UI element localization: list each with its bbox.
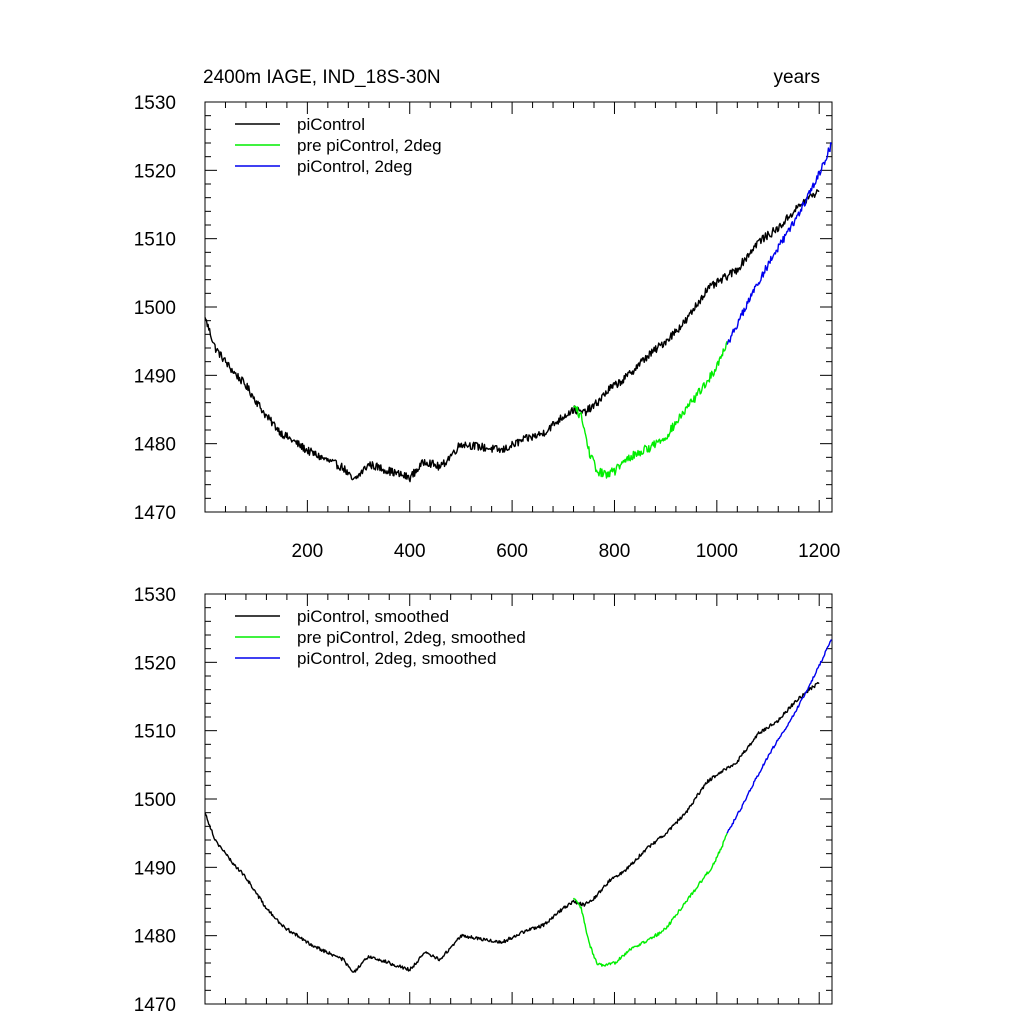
series-line-1 <box>204 681 820 973</box>
y-tick-label: 1490 <box>134 858 176 879</box>
y-tick-label: 1510 <box>134 230 176 251</box>
y-tick-label: 1480 <box>134 927 176 948</box>
x-tick-label: 1200 <box>798 541 840 562</box>
y-tick-label: 1500 <box>134 790 176 811</box>
series-line-3 <box>726 142 833 345</box>
y-tick-label: 1470 <box>134 503 176 524</box>
figure-title: 2400m IAGE, IND_18S-30N <box>203 67 441 88</box>
x-tick-label: 200 <box>292 541 324 562</box>
series-line-2 <box>572 832 728 967</box>
y-tick-label: 1530 <box>134 585 176 606</box>
legend-label-1: piControl <box>297 115 365 134</box>
x-tick-label: 600 <box>496 541 528 562</box>
y-tick-label: 1500 <box>134 298 176 319</box>
y-tick-label: 1530 <box>134 93 176 114</box>
top-panel: 200 400 600 800 1000 1200 1470 1480 1490 1500 1510… <box>134 93 841 562</box>
bottom-panel: 1470 1480 1490 1500 1510 1520 1530 piControl, s… <box>134 585 833 1016</box>
y-tick-label: 1480 <box>134 435 176 456</box>
y-tick-label: 1490 <box>134 366 176 387</box>
x-tick-label: 800 <box>599 541 631 562</box>
figure-units: years <box>774 67 820 88</box>
legend-label-3: piControl, 2deg <box>297 157 412 176</box>
x-tick-label: 1000 <box>696 541 738 562</box>
y-tick-label: 1470 <box>134 995 176 1016</box>
x-tick-label: 400 <box>394 541 426 562</box>
legend-label-2: pre piControl, 2deg <box>297 136 442 155</box>
legend-label-3: piControl, 2deg, smoothed <box>297 649 496 668</box>
series-line-2 <box>572 340 728 479</box>
y-tick-label: 1520 <box>134 161 176 182</box>
series-line-3 <box>726 639 833 834</box>
series-line-1 <box>204 189 820 483</box>
legend-label-1: piControl, smoothed <box>297 607 449 626</box>
y-tick-label: 1520 <box>134 653 176 674</box>
legend-label-2: pre piControl, 2deg, smoothed <box>297 628 526 647</box>
y-tick-label: 1510 <box>134 722 176 743</box>
